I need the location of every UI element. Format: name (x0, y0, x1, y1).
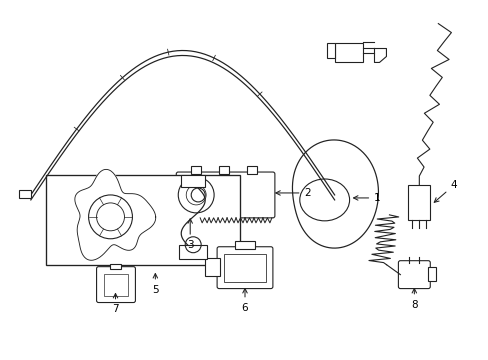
Bar (246, 166, 256, 174)
Text: 3: 3 (186, 219, 193, 250)
Bar (326, 42, 334, 58)
Text: 5: 5 (152, 274, 158, 294)
Bar (205, 258, 220, 276)
Bar (46, 175, 240, 265)
Text: 7: 7 (112, 293, 119, 315)
FancyBboxPatch shape (407, 185, 429, 220)
Text: 2: 2 (275, 188, 310, 198)
FancyBboxPatch shape (398, 261, 429, 289)
FancyBboxPatch shape (96, 267, 135, 302)
Bar (103, 274, 128, 296)
Bar (191, 166, 201, 174)
Bar (235, 241, 254, 249)
Bar (19, 190, 31, 198)
FancyBboxPatch shape (334, 42, 362, 62)
FancyBboxPatch shape (176, 172, 274, 218)
Text: 4: 4 (433, 180, 457, 202)
FancyBboxPatch shape (217, 247, 272, 289)
Bar (179, 245, 207, 259)
Polygon shape (75, 170, 155, 260)
Bar (109, 264, 121, 269)
Polygon shape (292, 140, 378, 248)
Text: 8: 8 (410, 288, 417, 310)
Text: 1: 1 (353, 193, 380, 203)
Text: 6: 6 (241, 288, 248, 312)
Bar (224, 254, 265, 282)
Polygon shape (374, 49, 386, 62)
Bar (181, 175, 205, 187)
Bar (427, 267, 435, 280)
Bar (219, 166, 228, 174)
